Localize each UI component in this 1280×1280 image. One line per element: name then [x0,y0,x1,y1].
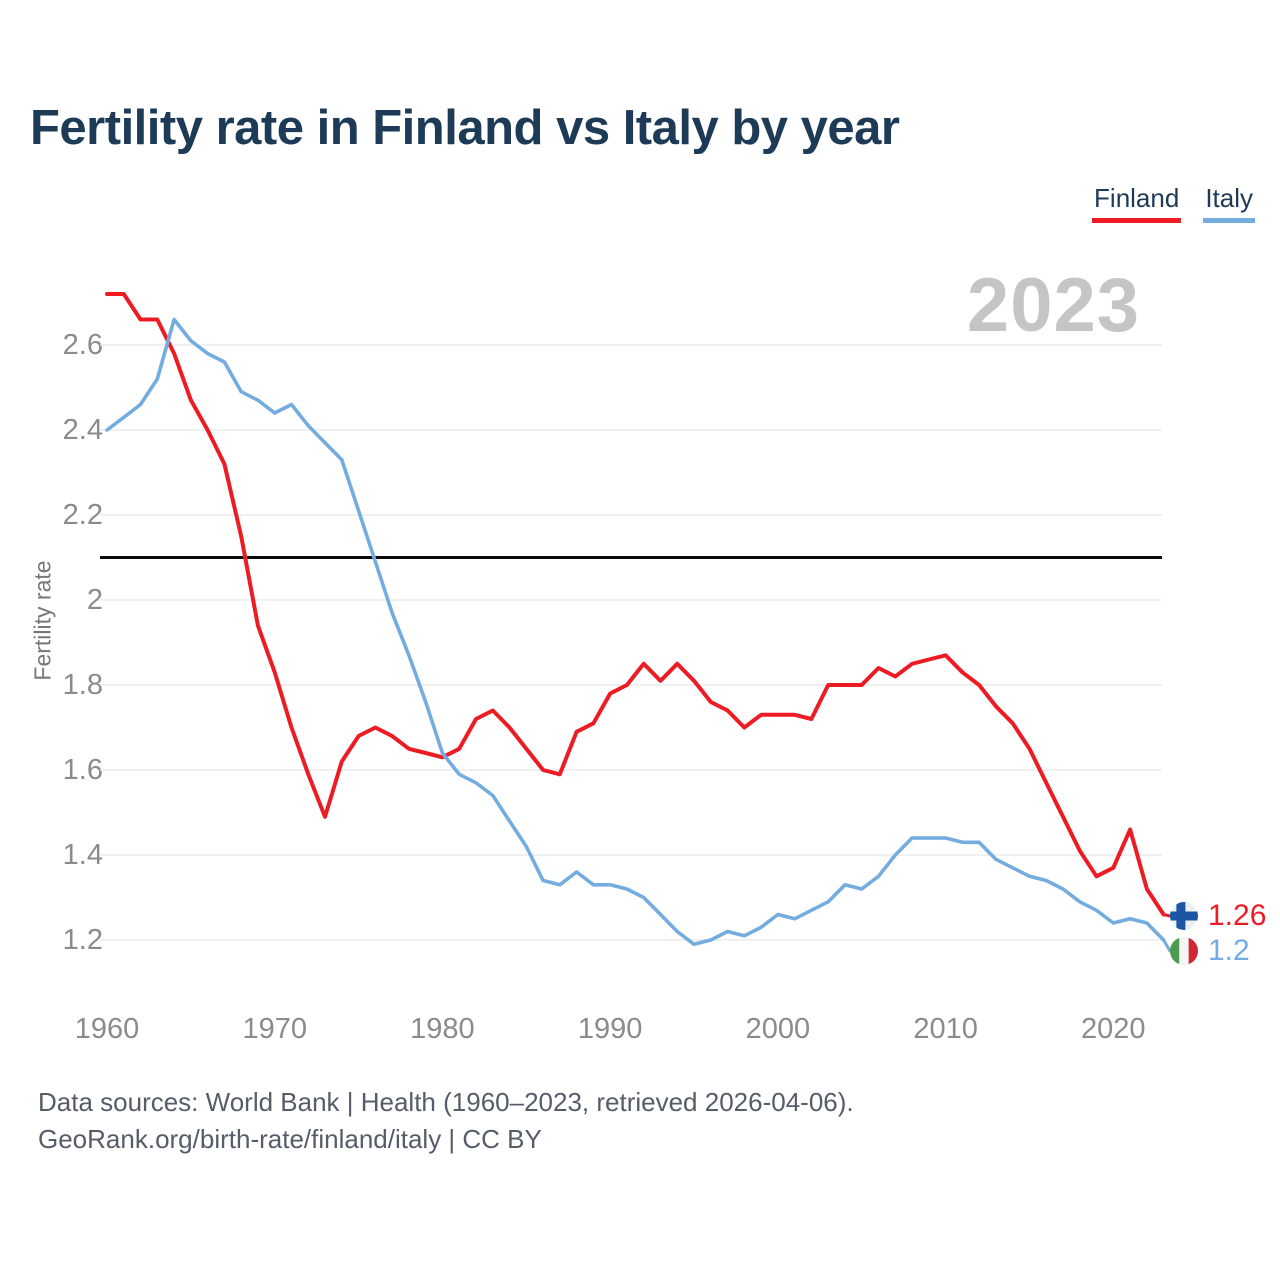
x-axis-tick-label: 1970 [242,1013,307,1045]
finland-flag-connector [1162,913,1172,918]
footer-attribution-line: GeoRank.org/birth-rate/finland/italy | C… [38,1124,542,1154]
finland-end-value-label: 1.26 [1208,899,1267,932]
x-axis-tick-label: 2020 [1081,1013,1146,1045]
legend-item-italy[interactable]: Italy [1203,183,1255,223]
italy-end-value-label: 1.2 [1208,934,1250,967]
x-axis-tick-label: 1960 [74,1013,140,1045]
y-axis-tick-label: 2.6 [62,329,103,361]
chart-title: Fertility rate in Finland vs Italy by ye… [30,101,900,155]
y-axis-tick-label: 2.4 [62,414,103,446]
footer-sources-line: Data sources: World Bank | Health (1960–… [38,1087,854,1117]
y-axis-tick-label: 1.2 [62,924,103,956]
x-axis-tick-label: 1990 [577,1013,643,1045]
y-axis-tick-label: 2 [86,584,103,616]
x-axis-tick-label: 1980 [410,1013,475,1045]
gridlines [100,344,1162,941]
x-axis-tick-label: 2010 [913,1013,978,1045]
footer: Data sources: World Bank | Health (1960–… [38,1084,854,1158]
series-lines [105,292,1172,953]
legend: Finland Italy [1092,183,1255,223]
y-axis-tick-label: 2.2 [62,499,103,531]
finland-flag-icon [1170,902,1198,930]
x-axis-tick-label: 2000 [745,1013,811,1045]
y-axis-tick-label: 1.8 [62,669,103,701]
y-axis-tick-label: 1.6 [62,754,103,786]
italy-flag-connector [1162,938,1172,953]
finland-line [105,292,1166,917]
italy-line [105,317,1166,947]
italy-flag-icon [1170,937,1198,965]
y-axis-tick-label: 1.4 [62,839,103,871]
year-watermark: 2023 [966,263,1140,348]
legend-item-finland[interactable]: Finland [1092,183,1182,223]
